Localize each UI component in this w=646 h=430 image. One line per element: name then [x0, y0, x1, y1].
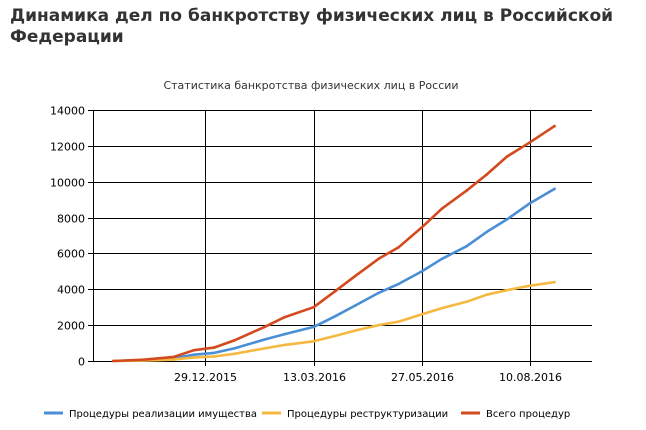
data-point	[377, 257, 380, 261]
data-point	[263, 338, 266, 341]
data-point	[528, 201, 532, 205]
data-point	[142, 358, 145, 362]
series-line-2	[111, 280, 556, 363]
chart-title: Статистика банкротства физических лиц в …	[163, 79, 458, 92]
data-point	[172, 355, 176, 359]
data-point	[172, 358, 176, 361]
grid	[93, 110, 592, 361]
legend: Процедуры реализации имущества Процедуры …	[44, 409, 570, 420]
data-point	[334, 289, 337, 293]
data-point	[485, 173, 489, 176]
data-point	[192, 356, 196, 359]
data-point	[553, 280, 556, 284]
data-point	[233, 352, 236, 356]
data-point	[334, 314, 337, 318]
data-point	[192, 348, 196, 352]
x-tick-label: 29.12.2015	[174, 371, 237, 384]
data-point	[465, 245, 468, 248]
data-point	[420, 226, 424, 229]
data-point	[465, 189, 468, 192]
data-point	[354, 274, 357, 278]
data-point	[354, 304, 357, 307]
data-point	[263, 325, 266, 329]
y-tick-label: 6000	[57, 248, 85, 261]
data-point	[334, 334, 337, 338]
data-point	[212, 355, 216, 358]
data-point	[505, 288, 509, 292]
data-point	[111, 359, 115, 363]
data-point	[553, 187, 556, 191]
x-tick-label: 27.05.2016	[391, 371, 454, 384]
y-tick-label: 4000	[57, 284, 85, 297]
data-point	[397, 245, 401, 249]
y-tick-label: 0	[78, 356, 85, 369]
data-point	[528, 141, 532, 144]
data-point	[553, 124, 556, 128]
y-tick-label: 8000	[57, 213, 85, 226]
x-tick-labels: 29.12.2015 13.03.2016 27.05.2016 10.08.2016	[174, 371, 562, 384]
data-point	[420, 313, 424, 316]
series-lines	[111, 124, 556, 363]
data-point	[233, 347, 236, 350]
y-tick-label: 2000	[57, 320, 85, 333]
data-point	[397, 320, 401, 323]
y-tick-labels: 0 2000 4000 6000 8000 10000 12000 14000	[50, 105, 85, 369]
data-point	[312, 325, 316, 329]
data-point	[505, 155, 509, 158]
data-point	[440, 306, 444, 310]
data-point	[312, 340, 316, 343]
data-point	[440, 207, 444, 210]
data-point	[528, 284, 532, 288]
data-point	[192, 353, 196, 357]
y-tick-label: 14000	[50, 105, 85, 118]
data-point	[263, 347, 266, 350]
x-tick-label: 10.08.2016	[499, 371, 562, 384]
data-point	[212, 346, 216, 349]
page-title: Динамика дел по банкротству физических л…	[10, 6, 614, 47]
y-tick-label: 10000	[50, 177, 85, 190]
legend-entry-label: Процедуры реструктуризации	[287, 409, 448, 420]
data-point	[283, 332, 287, 336]
legend-entry-label: Всего процедур	[486, 409, 570, 420]
data-point	[233, 339, 236, 342]
y-tick-label: 12000	[50, 141, 85, 154]
data-point	[312, 305, 316, 309]
series-line-3	[111, 124, 556, 363]
data-point	[212, 351, 216, 355]
data-point	[397, 282, 401, 286]
data-point	[505, 218, 509, 221]
data-point	[283, 315, 287, 319]
data-point	[440, 257, 444, 261]
data-point	[377, 291, 380, 295]
data-point	[485, 293, 489, 297]
data-point	[377, 323, 380, 327]
legend-entry-label: Процедуры реализации имущества	[69, 409, 257, 420]
data-point	[485, 230, 489, 234]
x-tick-label: 13.03.2016	[283, 371, 346, 384]
data-point	[420, 270, 424, 273]
axes	[88, 110, 592, 366]
data-point	[354, 329, 357, 332]
data-point	[283, 343, 287, 347]
data-point	[465, 300, 468, 304]
series-line-1	[111, 187, 556, 363]
